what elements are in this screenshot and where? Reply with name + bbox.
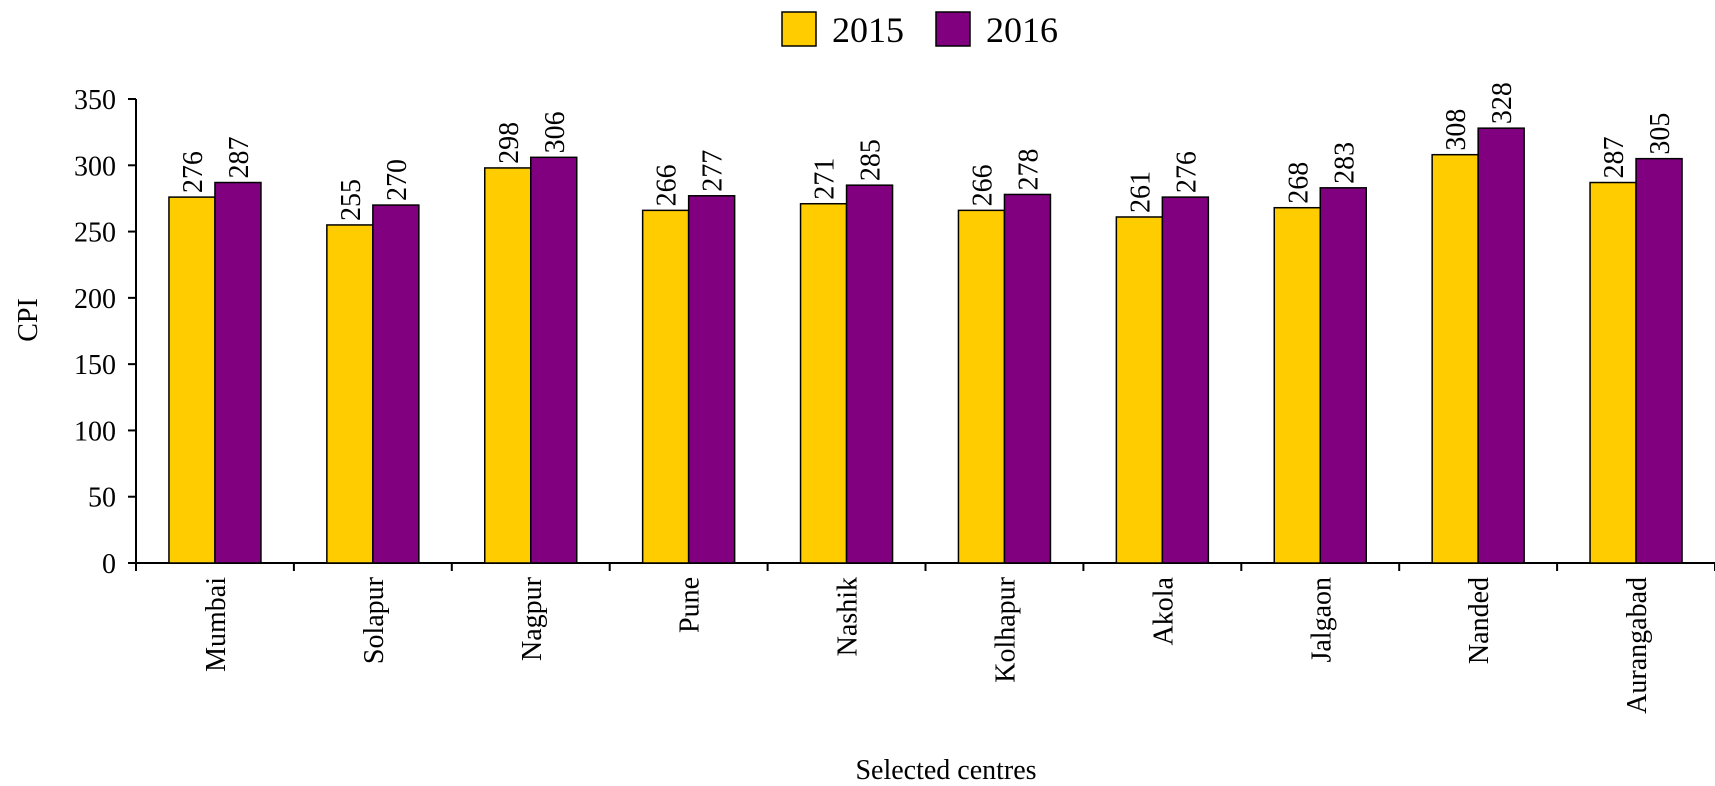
bar-2016-pune bbox=[687, 195, 736, 564]
x-tick-label: Aurangabad bbox=[1622, 577, 1653, 714]
bar-2015-akola bbox=[1115, 216, 1164, 564]
x-tick-label: Mumbai bbox=[201, 577, 232, 672]
legend-swatch-2015 bbox=[781, 11, 817, 47]
data-label: 255 bbox=[336, 179, 367, 221]
bar-2015-kolhapur bbox=[957, 209, 1006, 564]
bar-2015-nanded bbox=[1431, 153, 1479, 564]
y-axis: 0 50 100 150 200 250 300 350 bbox=[74, 85, 137, 580]
bar-2015-pune bbox=[641, 209, 690, 564]
x-tick-label: Akola bbox=[1148, 576, 1179, 645]
bar-2015-nashik bbox=[799, 202, 848, 564]
y-tick-label: 350 bbox=[74, 85, 116, 116]
bar-2016-akola bbox=[1161, 196, 1210, 564]
y-tick-label: 50 bbox=[88, 483, 116, 514]
data-label: 277 bbox=[698, 150, 729, 192]
x-tick-label: Solapur bbox=[359, 576, 390, 664]
legend-swatch-2016 bbox=[935, 11, 971, 47]
x-axis: Mumbai Solapur Nagpur Pune Nashik Kolhapur Ako… bbox=[135, 562, 1715, 714]
legend-label-2016: 2016 bbox=[986, 10, 1058, 50]
y-tick-label: 250 bbox=[74, 218, 116, 249]
data-label: 305 bbox=[1645, 113, 1676, 155]
data-label: 278 bbox=[1013, 148, 1044, 190]
data-label: 298 bbox=[494, 122, 525, 164]
data-label: 266 bbox=[652, 164, 683, 206]
y-tick-label: 300 bbox=[74, 151, 116, 182]
data-label: 261 bbox=[1125, 171, 1156, 213]
bars bbox=[168, 127, 1683, 564]
legend: 2015 2016 bbox=[781, 10, 1058, 50]
x-tick-label: Nanded bbox=[1464, 577, 1495, 664]
x-tick-label: Nashik bbox=[833, 577, 864, 656]
x-tick-label: Pune bbox=[675, 577, 706, 633]
data-label: 285 bbox=[856, 139, 887, 181]
x-axis-title: Selected centres bbox=[855, 755, 1036, 786]
data-label: 287 bbox=[224, 137, 255, 179]
bar-2015-mumbai bbox=[168, 196, 216, 564]
bar-2015-aurangabad bbox=[1589, 181, 1637, 564]
y-tick-label: 200 bbox=[74, 284, 116, 315]
bar-2016-jalgaon bbox=[1319, 187, 1367, 564]
data-label: 306 bbox=[540, 111, 571, 153]
data-label: 308 bbox=[1441, 109, 1472, 151]
bar-2016-kolhapur bbox=[1003, 193, 1052, 564]
data-label: 270 bbox=[382, 159, 413, 201]
data-label: 276 bbox=[178, 151, 209, 193]
data-label: 271 bbox=[810, 158, 841, 200]
y-tick-label: 0 bbox=[102, 549, 116, 580]
y-tick-label: 150 bbox=[74, 350, 116, 381]
data-label: 266 bbox=[967, 164, 998, 206]
y-tick-label: 100 bbox=[74, 416, 116, 447]
data-label: 283 bbox=[1329, 142, 1360, 184]
data-label: 276 bbox=[1171, 151, 1202, 193]
bar-2015-solapur bbox=[326, 224, 374, 564]
data-labels: 276 255 298 266 271 266 261 268 308 287 287 270 306 2… bbox=[178, 82, 1676, 221]
data-label: 268 bbox=[1283, 162, 1314, 204]
legend-label-2015: 2015 bbox=[832, 10, 904, 50]
x-tick-label: Jalgaon bbox=[1306, 577, 1337, 663]
bar-2016-nashik bbox=[845, 184, 894, 564]
x-tick-label: Kolhapur bbox=[990, 576, 1021, 682]
bar-2016-mumbai bbox=[214, 181, 262, 564]
bar-2015-nagpur bbox=[484, 167, 532, 564]
bar-2016-nanded bbox=[1477, 127, 1525, 564]
y-axis-title: CPI bbox=[13, 298, 44, 342]
bar-2016-solapur bbox=[372, 204, 420, 564]
bar-2015-jalgaon bbox=[1273, 206, 1321, 564]
x-tick-label: Nagpur bbox=[517, 576, 548, 661]
data-label: 328 bbox=[1487, 82, 1518, 124]
bar-2016-nagpur bbox=[530, 156, 578, 564]
data-label: 287 bbox=[1599, 137, 1630, 179]
bar-2016-aurangabad bbox=[1635, 157, 1683, 564]
